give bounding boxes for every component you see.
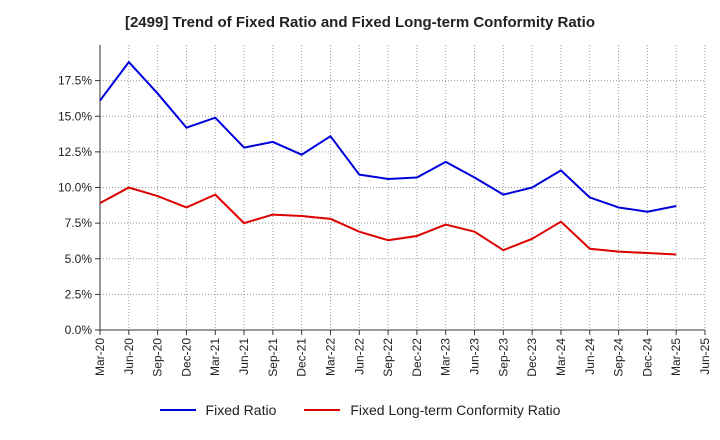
x-tick-label: Sep-20 — [151, 338, 165, 377]
y-tick-label: 10.0% — [58, 181, 92, 195]
x-tick-label: Jun-21 — [237, 338, 251, 375]
x-tick-label: Jun-24 — [583, 338, 597, 375]
x-tick-label: Sep-22 — [381, 338, 395, 377]
series-line-fixed-ratio — [99, 61, 677, 213]
legend-label-fixed-long-term: Fixed Long-term Conformity Ratio — [350, 402, 561, 418]
x-tick-label: Jun-22 — [352, 338, 366, 375]
chart-title: [2499] Trend of Fixed Ratio and Fixed Lo… — [124, 14, 596, 31]
x-tick-label: Dec-20 — [179, 338, 193, 377]
y-tick-label: 0.0% — [65, 323, 93, 337]
y-tick-label: 7.5% — [65, 216, 93, 230]
legend-item-fixed-ratio: Fixed Ratio — [159, 402, 277, 418]
legend-swatch-fixed-ratio — [159, 409, 196, 411]
y-tick-label: 5.0% — [65, 252, 93, 266]
x-tick-label: Dec-22 — [410, 338, 424, 377]
legend-label-fixed-ratio: Fixed Ratio — [205, 402, 277, 418]
x-tick-label: Mar-22 — [323, 338, 337, 376]
x-tick-label: Dec-23 — [525, 338, 539, 377]
legend-swatch-fixed-long-term — [304, 409, 341, 411]
x-tick-label: Dec-24 — [640, 338, 654, 377]
y-tick-label: 15.0% — [58, 109, 92, 123]
x-tick-label: Mar-20 — [93, 338, 107, 376]
x-tick-label: Mar-25 — [669, 338, 683, 376]
x-tick-label: Jun-20 — [122, 338, 136, 375]
x-tick-label: Sep-23 — [496, 338, 510, 377]
series-line-fixed-long-term-conformity-ratio — [99, 186, 677, 256]
x-tick-label: Mar-21 — [208, 338, 222, 376]
legend: Fixed Ratio Fixed Long-term Conformity R… — [0, 402, 720, 418]
x-tick-label: Dec-21 — [295, 338, 309, 377]
x-tick-label: Sep-21 — [266, 338, 280, 377]
y-tick-label: 2.5% — [65, 287, 93, 301]
y-tick-label: 12.5% — [58, 145, 92, 159]
x-tick-label: Mar-23 — [439, 338, 453, 376]
x-tick-label: Jun-25 — [698, 338, 712, 375]
x-tick-label: Sep-24 — [612, 338, 626, 377]
x-tick-label: Mar-24 — [554, 338, 568, 376]
legend-item-fixed-long-term: Fixed Long-term Conformity Ratio — [304, 402, 560, 418]
y-tick-label: 17.5% — [58, 74, 92, 88]
x-tick-label: Jun-23 — [468, 338, 482, 375]
